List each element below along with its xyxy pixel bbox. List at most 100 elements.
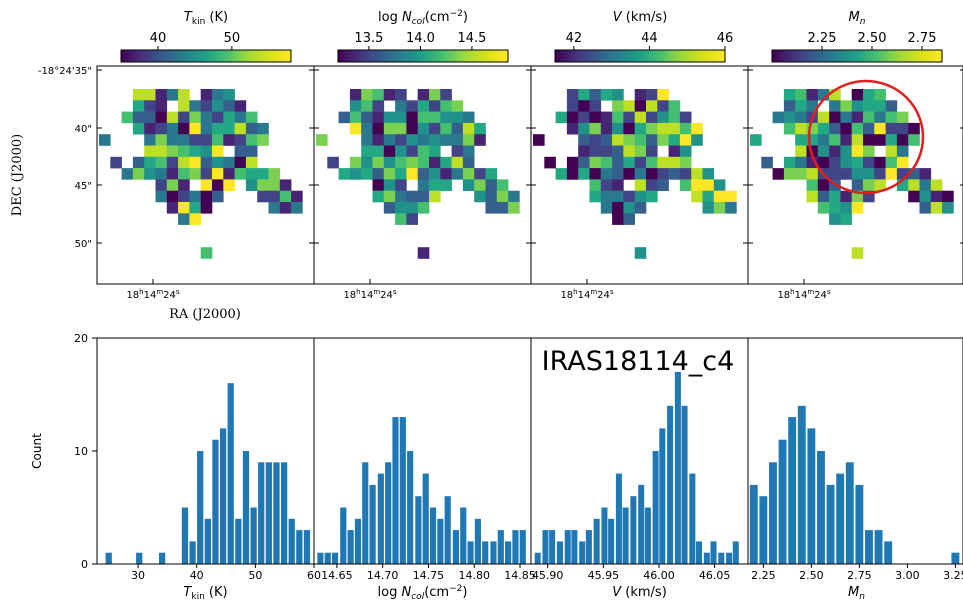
map-cell [200, 134, 213, 146]
map-cell [840, 156, 852, 169]
map-cell [634, 156, 647, 169]
map-cell [417, 179, 430, 191]
hist-bar [732, 541, 739, 564]
map-cell [761, 156, 773, 169]
hist-bar [265, 462, 272, 564]
map-cell [840, 213, 852, 225]
map-cell [600, 156, 613, 169]
map-cell [166, 145, 179, 158]
map-cell [896, 168, 909, 180]
hist-bar [258, 462, 265, 564]
map-cell [634, 100, 647, 112]
map-cell [417, 145, 430, 158]
map-cell [166, 134, 179, 146]
colorbar-tkin [120, 49, 292, 63]
map-cell [440, 168, 452, 180]
map-cell [451, 156, 464, 169]
map-cell [795, 122, 807, 135]
hist-bar [407, 451, 414, 564]
map-cell [417, 247, 430, 259]
hist-bar [158, 552, 166, 564]
map-cell [919, 179, 932, 191]
y-tick-label: 0 [81, 558, 88, 571]
map-cell [372, 190, 385, 203]
map-cell [725, 190, 737, 203]
map-cell [702, 190, 715, 203]
hist-bar [280, 462, 288, 564]
map-cell [212, 111, 224, 124]
map-cell [589, 100, 602, 112]
map-cell [795, 168, 807, 180]
y-tick-label: 20 [74, 332, 88, 345]
map-cell [817, 122, 830, 135]
map-cell [189, 213, 201, 225]
map-cell [600, 111, 613, 124]
map-cell [223, 179, 235, 191]
map-cell [440, 134, 452, 146]
map-cell [544, 156, 556, 169]
map-cell [589, 145, 602, 158]
map-cell [372, 89, 385, 101]
map-cell [110, 156, 122, 169]
hist-bar [490, 541, 497, 564]
map-cell [440, 100, 452, 112]
map-cell [908, 122, 920, 135]
hist-bar [556, 541, 563, 564]
map-cell [589, 190, 602, 203]
x-tick-label: 14.80 [458, 569, 490, 582]
map-cell [578, 100, 590, 112]
map-cell [212, 179, 224, 191]
hist-bar [788, 417, 797, 564]
hist-bar [778, 439, 787, 564]
hist-bar [242, 451, 250, 564]
map-cell [725, 202, 737, 214]
colorbar-label: V (km/s) [613, 10, 668, 25]
map-cell [829, 100, 841, 112]
hist-bar [681, 405, 688, 564]
hist-bar [579, 541, 586, 564]
colorbar-tick-label: 40 [150, 31, 167, 46]
hist-bar [759, 496, 768, 564]
map-cell [349, 100, 362, 112]
map-cell [223, 134, 235, 146]
map-cell [144, 122, 156, 135]
map-cell [817, 156, 830, 169]
map-cell [829, 111, 841, 124]
hist-bar [444, 496, 451, 564]
map-cell [851, 202, 864, 214]
map-cell [657, 100, 669, 112]
hist-bar [807, 428, 816, 564]
dec-tick-label: 50" [75, 239, 92, 250]
map-cell [291, 190, 303, 203]
x-tick-label: 50 [248, 569, 262, 582]
map-cell [691, 168, 703, 180]
hist-bar [303, 530, 311, 564]
map-cell [155, 100, 168, 112]
map-cell [612, 145, 624, 158]
map-cell [817, 134, 830, 146]
map-cell [429, 145, 441, 158]
hist-bar [324, 552, 331, 564]
map-cell [155, 168, 168, 180]
x-axis-label: log Ncol(cm−2) [378, 584, 468, 602]
map-cell [395, 134, 407, 146]
map-cell [589, 134, 602, 146]
map-cell [679, 168, 692, 180]
map-cell [178, 168, 190, 180]
map-cell [874, 134, 886, 146]
map-cell [440, 89, 452, 101]
map-cell [212, 156, 224, 169]
map-cell [657, 111, 669, 124]
map-cell [474, 122, 486, 135]
colorbar-tick-label: 50 [224, 31, 241, 46]
map-cell [200, 100, 213, 112]
colorbar-label: Mn [849, 10, 866, 27]
colorbars: 40 50 Tkin (K) 13.5 14.0 14.5 log Ncol(cm−2) 42… [120, 9, 943, 63]
map-cell [383, 168, 396, 180]
x-tick-label: 30 [131, 569, 145, 582]
map-cell [395, 190, 407, 203]
map-cell [885, 134, 898, 146]
hist-bar [718, 552, 725, 564]
hist-bar [689, 473, 696, 564]
map-cell [417, 111, 430, 124]
